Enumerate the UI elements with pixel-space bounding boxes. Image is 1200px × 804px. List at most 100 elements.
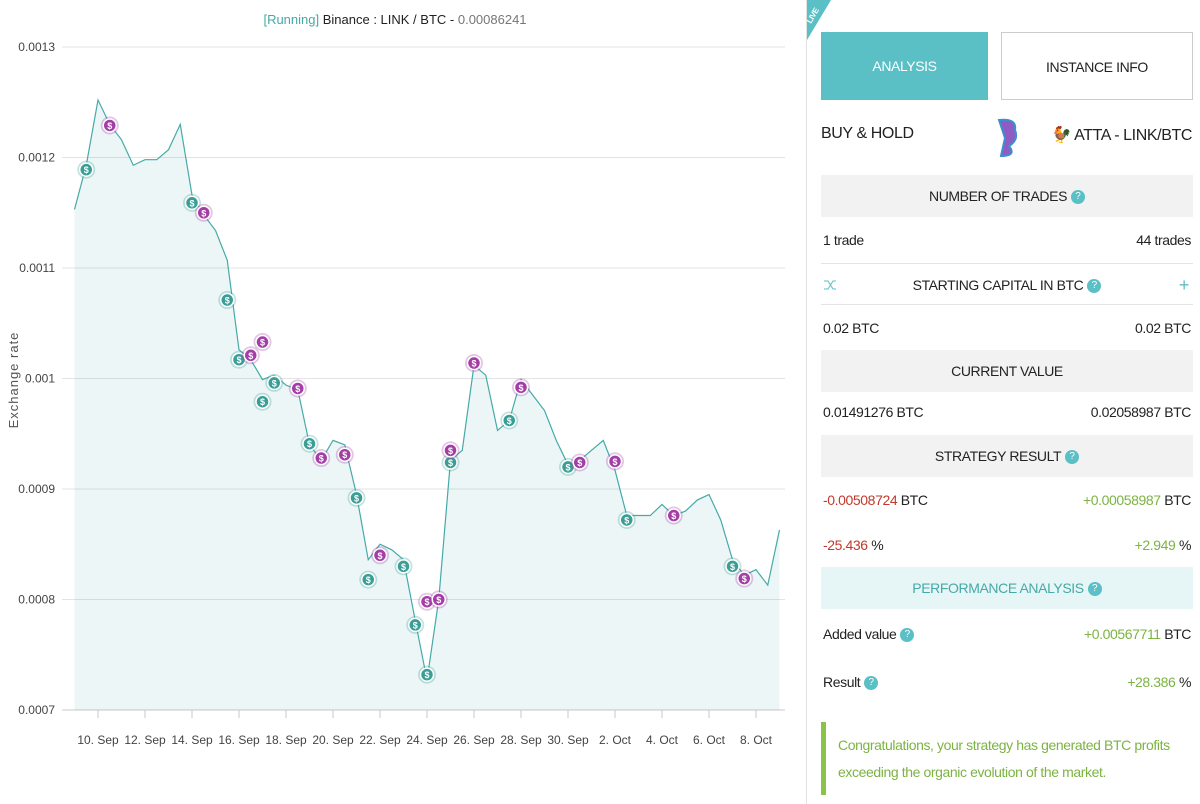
trade-marker-dot — [372, 548, 388, 563]
trade-marker: $ — [265, 373, 284, 392]
trade-marker-dot — [466, 355, 482, 371]
right-value: 0.02 BTC — [1135, 320, 1191, 336]
x-tick-label: 8. Oct — [740, 733, 773, 747]
unit: BTC — [1164, 626, 1191, 642]
trade-marker-label: $ — [742, 574, 747, 584]
trade-marker-label: $ — [565, 462, 570, 472]
trade-marker-label: $ — [471, 359, 476, 369]
trade-marker-label: $ — [377, 551, 382, 561]
trade-marker-label: $ — [236, 355, 241, 365]
x-tick-label: 4. Oct — [646, 733, 679, 747]
trade-marker: $ — [418, 665, 436, 684]
x-tick-label: 20. Sep — [312, 733, 354, 747]
trade-marker: $ — [406, 615, 425, 634]
help-icon[interactable]: ? — [1065, 450, 1080, 465]
trade-marker-dot — [619, 512, 634, 528]
trade-marker: $ — [559, 457, 577, 476]
trade-marker-dot — [361, 572, 376, 587]
trade-marker-dot — [396, 559, 411, 574]
trade-marker-dot — [243, 348, 258, 363]
section-title: STARTING CAPITAL IN BTC — [912, 277, 1084, 293]
trade-marker-dot — [666, 508, 681, 523]
x-tick-label: 26. Sep — [453, 733, 495, 747]
section-header: CURRENT VALUE — [821, 350, 1193, 392]
chart-title: [Running] Binance : LINK / BTC - 0.00086… — [263, 12, 526, 27]
shuffle-icon[interactable] — [823, 278, 837, 292]
help-icon[interactable]: ? — [1071, 190, 1086, 205]
right-value: 0.02058987 BTC — [1090, 404, 1192, 420]
trade-marker-label: $ — [189, 198, 194, 208]
trade-marker-dot — [419, 667, 435, 682]
help-icon[interactable]: ? — [864, 676, 879, 691]
help-icon[interactable]: ? — [1087, 582, 1102, 597]
left-value: 0.02 BTC — [823, 320, 879, 336]
trade-marker-label: $ — [612, 457, 617, 467]
trade-marker-dot — [255, 334, 270, 350]
trade-marker: $ — [359, 570, 378, 589]
x-tick-label: 10. Sep — [77, 733, 119, 747]
trade-marker-dot — [607, 454, 623, 469]
right-value: +0.00058987 — [1082, 492, 1161, 508]
trade-marker-dot — [220, 292, 235, 308]
trade-marker-label: $ — [84, 165, 89, 175]
title: Binance : LINK / BTC - — [323, 12, 455, 27]
trade-marker-label: $ — [413, 620, 418, 630]
plus-icon[interactable]: + — [1178, 275, 1190, 295]
strategy-name: ATTA - LINK/BTC — [1074, 127, 1192, 144]
trade-marker-dot — [79, 162, 94, 177]
y-tick-label: 0.0013 — [18, 40, 55, 54]
trade-marker-label: $ — [507, 416, 512, 426]
trade-marker-label: $ — [107, 121, 112, 131]
row: 0.01491276 BTC 0.02058987 BTC — [821, 390, 1193, 434]
x-tick-label: 30. Sep — [547, 733, 589, 747]
trade-marker-label: $ — [518, 383, 523, 393]
tab-analysis[interactable]: ANALYSIS — [821, 32, 988, 100]
tab-instance-info[interactable]: INSTANCE INFO — [1001, 32, 1193, 100]
section-title: PERFORMANCE ANALYSIS — [912, 580, 1084, 596]
unit: % — [1178, 537, 1191, 553]
unit: % — [871, 537, 884, 553]
x-tick-label: 16. Sep — [218, 733, 260, 747]
trade-marker-dot — [513, 380, 529, 395]
trade-marker-dot — [102, 118, 117, 133]
side-panel: LIVE ANALYSIS INSTANCE INFO BUY & HOLD 🐓… — [806, 0, 1200, 804]
trade-marker: $ — [183, 193, 201, 212]
trade-marker: $ — [241, 346, 260, 365]
y-tick-label: 0.0007 — [18, 703, 55, 717]
trade-marker-label: $ — [260, 397, 265, 407]
trade-marker-label: $ — [730, 562, 735, 572]
trade-marker-dot — [408, 617, 423, 633]
trade-marker-dot — [349, 490, 364, 506]
help-icon[interactable]: ? — [1087, 279, 1102, 294]
row: -25.436 % +2.949 % — [821, 523, 1193, 567]
trade-marker: $ — [617, 510, 636, 529]
help-icon[interactable]: ? — [900, 628, 915, 643]
trade-marker: $ — [723, 557, 742, 576]
trade-marker-dot — [255, 394, 270, 409]
y-tick-label: 0.001 — [25, 372, 55, 386]
status: [Running] — [263, 12, 319, 27]
trade-marker: $ — [230, 350, 248, 369]
trade-marker-dot — [302, 436, 317, 451]
x-tick-label: 28. Sep — [500, 733, 542, 747]
trade-marker-dot — [737, 571, 752, 586]
trade-marker: $ — [606, 452, 624, 471]
trade-marker: $ — [441, 441, 460, 460]
right-value: +2.949 — [1134, 537, 1176, 553]
trade-marker-label: $ — [577, 458, 582, 468]
y-axis-label: Exchange rate — [6, 332, 21, 429]
unit: BTC — [900, 492, 928, 508]
trade-marker: $ — [347, 488, 366, 507]
trade-marker: $ — [335, 445, 354, 464]
section-title: NUMBER OF TRADES — [928, 188, 1068, 204]
trade-marker-label: $ — [448, 458, 453, 468]
unit: % — [1178, 674, 1191, 690]
x-tick-label: 18. Sep — [265, 733, 307, 747]
trade-marker-dot — [502, 413, 517, 428]
trade-marker-label: $ — [424, 670, 429, 680]
trade-marker-dot — [290, 381, 305, 396]
y-tick-label: 0.0008 — [18, 593, 55, 607]
section-header: NUMBER OF TRADES? — [821, 175, 1193, 217]
logo — [997, 118, 1018, 158]
